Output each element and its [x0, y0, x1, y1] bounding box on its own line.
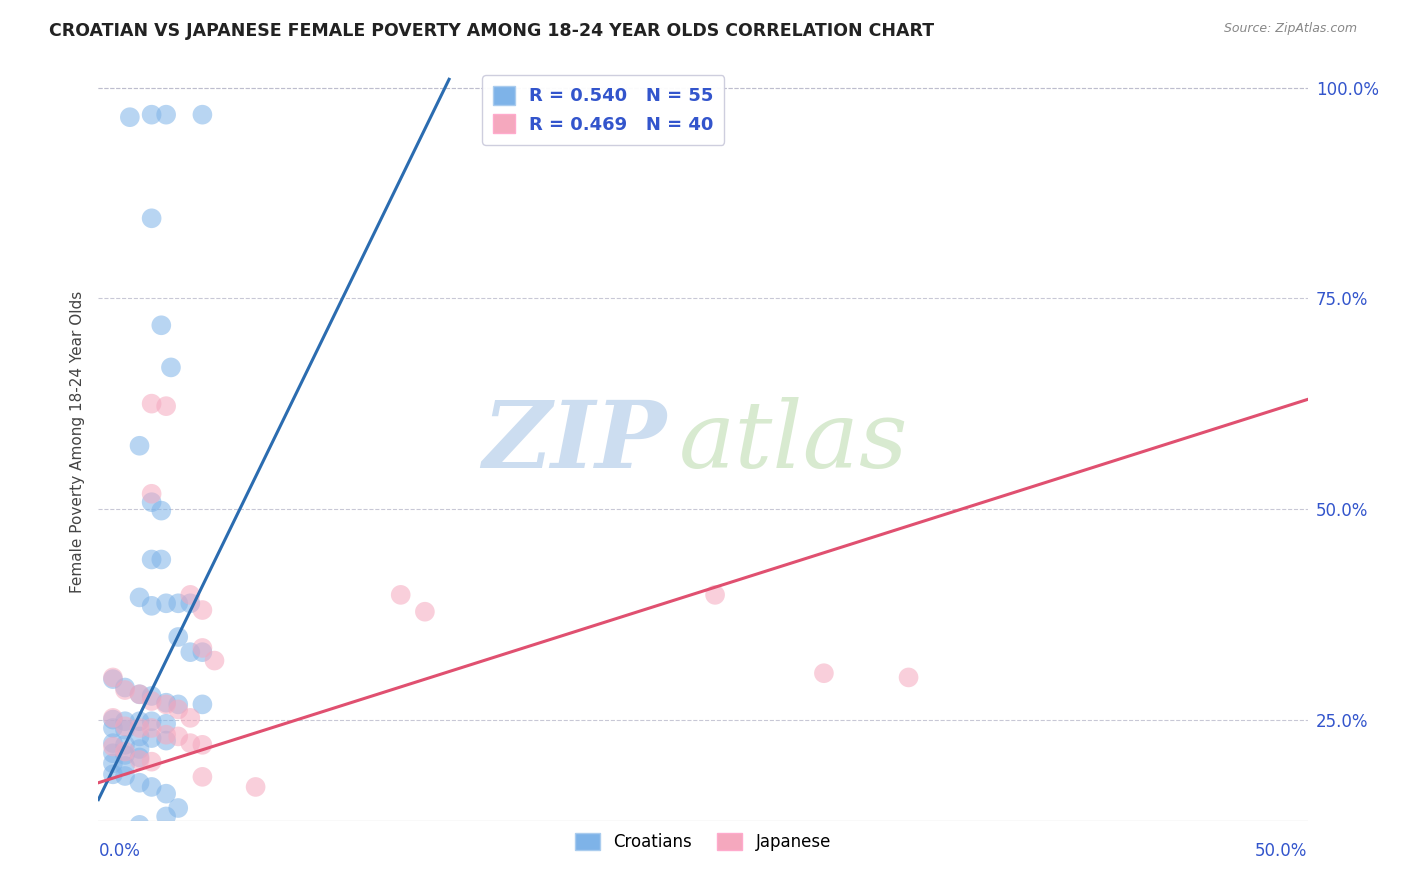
Point: [101, 670, 124, 684]
Text: atlas: atlas: [679, 397, 908, 486]
Point: [128, 818, 150, 832]
Point: [128, 714, 150, 729]
Point: [245, 780, 267, 794]
Point: [155, 888, 177, 892]
Y-axis label: Female Poverty Among 18-24 Year Olds: Female Poverty Among 18-24 Year Olds: [69, 291, 84, 592]
Point: [704, 835, 727, 849]
Text: Source: ZipAtlas.com: Source: ZipAtlas.com: [1223, 22, 1357, 36]
Point: [167, 801, 190, 815]
Point: [413, 605, 436, 619]
Point: [128, 776, 150, 790]
Point: [114, 745, 136, 759]
Point: [167, 698, 190, 712]
Point: [191, 603, 214, 617]
Point: [150, 503, 173, 517]
Point: [114, 759, 136, 773]
Point: [141, 731, 163, 745]
Point: [141, 211, 163, 226]
Point: [167, 730, 190, 744]
Point: [167, 702, 190, 716]
Point: [101, 721, 124, 735]
Point: [141, 495, 163, 509]
Point: [191, 108, 214, 122]
Point: [101, 736, 124, 750]
Point: [179, 711, 201, 725]
Point: [114, 719, 136, 733]
Point: [704, 588, 727, 602]
Point: [155, 809, 177, 823]
Point: [128, 753, 150, 767]
Point: [114, 714, 136, 729]
Point: [150, 318, 173, 333]
Point: [155, 596, 177, 610]
Point: [204, 654, 226, 668]
Point: [128, 439, 150, 453]
Point: [101, 746, 124, 760]
Point: [191, 738, 214, 752]
Point: [101, 672, 124, 686]
Point: [413, 871, 436, 885]
Point: [101, 711, 124, 725]
Point: [179, 645, 201, 659]
Text: ZIP: ZIP: [482, 397, 666, 486]
Text: 50.0%: 50.0%: [1256, 842, 1308, 860]
Point: [150, 552, 173, 566]
Point: [191, 770, 214, 784]
Point: [101, 739, 124, 754]
Point: [141, 721, 163, 735]
Point: [155, 399, 177, 413]
Point: [141, 108, 163, 122]
Point: [128, 742, 150, 756]
Point: [897, 670, 920, 684]
Point: [1078, 835, 1101, 849]
Point: [141, 755, 163, 769]
Text: CROATIAN VS JAPANESE FEMALE POVERTY AMONG 18-24 YEAR OLDS CORRELATION CHART: CROATIAN VS JAPANESE FEMALE POVERTY AMON…: [49, 22, 935, 40]
Point: [160, 360, 183, 375]
Point: [141, 780, 163, 794]
Point: [128, 730, 150, 744]
Point: [155, 716, 177, 731]
Point: [155, 696, 177, 710]
Point: [141, 714, 163, 729]
Point: [155, 728, 177, 742]
Point: [583, 871, 606, 885]
Point: [128, 687, 150, 701]
Point: [114, 738, 136, 752]
Point: [191, 640, 214, 655]
Point: [155, 733, 177, 747]
Point: [179, 588, 201, 602]
Point: [114, 769, 136, 783]
Point: [813, 666, 835, 681]
Point: [114, 747, 136, 762]
Point: [167, 630, 190, 644]
Point: [101, 713, 124, 727]
Point: [179, 596, 201, 610]
Point: [141, 689, 163, 703]
Point: [128, 721, 150, 735]
Point: [141, 487, 163, 501]
Point: [118, 110, 141, 124]
Point: [155, 108, 177, 122]
Point: [155, 698, 177, 712]
Point: [101, 767, 124, 781]
Point: [389, 588, 412, 602]
Point: [167, 596, 190, 610]
Point: [191, 698, 214, 712]
Point: [114, 681, 136, 695]
Point: [179, 736, 201, 750]
Text: 0.0%: 0.0%: [98, 842, 141, 860]
Point: [141, 599, 163, 613]
Point: [114, 683, 136, 698]
Point: [128, 750, 150, 764]
Point: [141, 552, 163, 566]
Point: [128, 591, 150, 605]
Point: [155, 787, 177, 801]
Point: [128, 687, 150, 701]
Legend: Croatians, Japanese: Croatians, Japanese: [568, 826, 838, 858]
Point: [191, 645, 214, 659]
Point: [101, 756, 124, 771]
Point: [141, 694, 163, 708]
Point: [141, 396, 163, 410]
Point: [114, 723, 136, 737]
